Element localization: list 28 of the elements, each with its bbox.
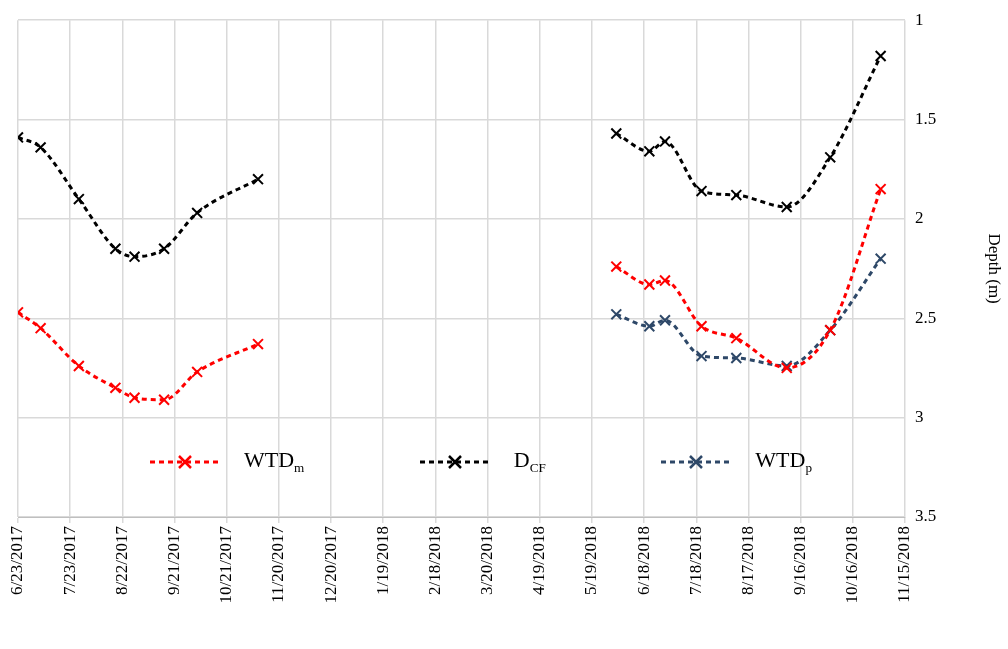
x-tick-label: 3/20/2018 (477, 526, 497, 595)
x-tick-label: 7/23/2017 (59, 525, 79, 595)
x-tick-label: 11/15/2018 (894, 526, 914, 603)
x-tick-label: 5/19/2018 (581, 526, 601, 595)
y-axis-title: Depth (m) (985, 233, 1005, 304)
x-tick-label: 12/20/2017 (320, 525, 340, 604)
legend-label: D$_{CF}$ (513, 447, 546, 477)
x-tick-label: 10/16/2018 (842, 526, 862, 604)
y-tick-label: 2.5 (915, 307, 937, 327)
x-tick-label: 1/19/2018 (372, 526, 392, 595)
x-tick-label: 2/18/2018 (424, 526, 444, 595)
x-tick-label: 6/18/2018 (633, 526, 653, 595)
y-tick-label: 2 (915, 208, 924, 228)
legend-label: WTD$_{p}$ (755, 447, 812, 477)
y-tick-label: 3.5 (915, 506, 937, 526)
x-tick-label: 10/21/2017 (216, 525, 236, 604)
x-tick-label: 8/22/2017 (111, 525, 131, 595)
x-tick-label: 8/17/2018 (737, 526, 757, 595)
legend-label: WTD$_{m}$ (244, 447, 305, 477)
y-tick-label: 1 (915, 9, 924, 29)
x-tick-label: 9/21/2017 (164, 525, 183, 595)
x-tick-label: 11/20/2017 (268, 525, 288, 603)
y-tick-label: 3 (915, 407, 924, 427)
y-tick-label: 1.5 (915, 109, 937, 129)
x-tick-label: 7/18/2018 (685, 526, 705, 595)
x-tick-label: 9/16/2018 (790, 526, 810, 595)
x-tick-label: 6/23/2017 (7, 525, 27, 595)
x-tick-label: 4/19/2018 (529, 526, 549, 595)
